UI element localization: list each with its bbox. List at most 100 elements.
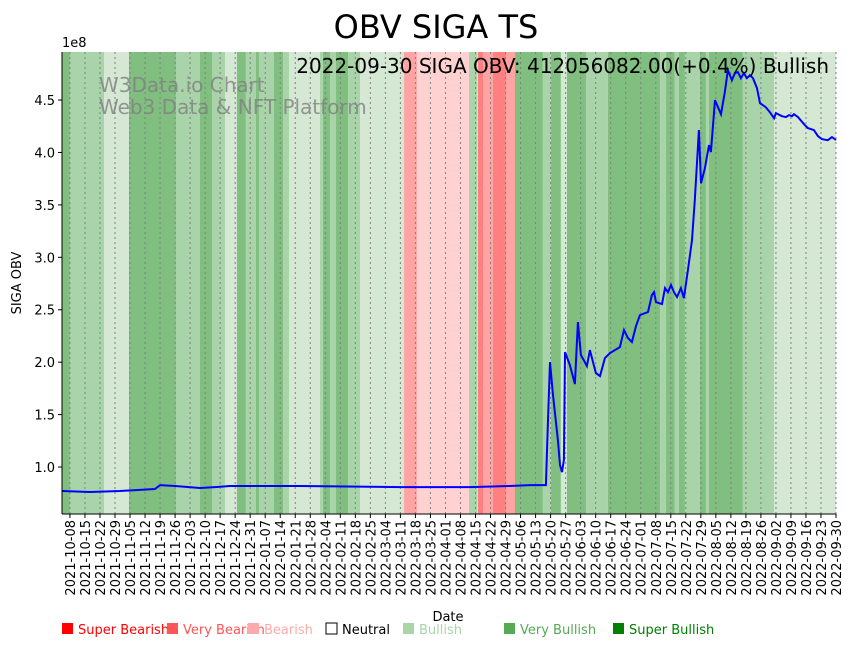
regime-band-very-bullish [705, 52, 709, 514]
y-ticks: 1.0 1.5 2.0 2.5 3.0 3.5 4.0 4.5 [34, 94, 62, 476]
y-tick-label: 4.5 [34, 94, 55, 109]
x-tick-label: 2022-05-13 [530, 520, 545, 596]
regime-band-very-bullish [742, 52, 774, 514]
x-tick-label: 2022-06-17 [605, 520, 620, 596]
regime-band-super-bullish [607, 52, 661, 514]
regime-band-super-bullish [708, 52, 743, 514]
regime-band-very-bullish [319, 52, 323, 514]
regime-band-very-bullish [660, 52, 667, 514]
y-tick-label: 2.5 [34, 304, 55, 319]
regime-band-bearish [416, 52, 470, 514]
x-tick-label: 2022-09-02 [770, 520, 785, 596]
x-tick-label: 2022-05-06 [515, 520, 530, 596]
x-tick-label: 2022-06-03 [575, 520, 590, 596]
y-tick-label: 3.5 [34, 199, 55, 214]
legend-item-very-bullish: Very Bullish [504, 623, 596, 638]
legend-swatch-icon [248, 623, 259, 634]
legend-item-bearish: Bearish [248, 623, 313, 638]
x-tick-label: 2021-12-10 [199, 520, 214, 596]
legend-item-very-bearish: Very Bearish [167, 623, 265, 638]
x-tick-label: 2022-03-25 [424, 520, 439, 596]
x-tick-label: 2021-12-17 [214, 520, 229, 596]
legend-swatch-icon [167, 623, 178, 634]
x-tick-label: 2022-07-01 [635, 520, 650, 596]
regime-band-super-bearish [492, 52, 506, 514]
x-tick-label: 2022-05-27 [560, 520, 575, 596]
x-tick-label: 2022-03-04 [379, 520, 394, 596]
regime-band-bullish [773, 52, 836, 514]
y-tick-label: 2.0 [34, 356, 55, 371]
regime-band-very-bullish [542, 52, 552, 514]
x-tick-label: 2021-12-03 [184, 520, 199, 596]
legend-label: Very Bearish [183, 623, 265, 638]
legend-item-neutral: Neutral [325, 622, 390, 638]
legend-item-bullish: Bullish [403, 623, 462, 638]
x-tick-label: 2022-08-05 [710, 520, 725, 596]
regime-band-very-bullish [175, 52, 200, 514]
regime-band-very-bullish [684, 52, 700, 514]
regime-band-super-bullish [678, 52, 685, 514]
x-tick-label: 2022-04-08 [454, 520, 469, 596]
regime-band-super-bullish [274, 52, 284, 514]
x-tick-label: 2022-07-08 [650, 520, 665, 596]
regime-band-very-bullish [674, 52, 679, 514]
x-tick-label: 2022-04-22 [485, 520, 500, 596]
x-tick-label: 2022-09-23 [815, 520, 830, 596]
legend-swatch-icon [504, 623, 515, 634]
watermark-line-1: W3Data.io Chart [99, 73, 265, 97]
regime-band-bullish [225, 52, 237, 514]
x-tick-label: 2022-04-15 [470, 520, 485, 596]
regime-band-super-bullish [128, 52, 176, 514]
regime-band-very-bullish [330, 52, 337, 514]
regime-band-bullish [560, 52, 567, 514]
x-tick-label: 2022-01-14 [274, 520, 289, 596]
y-tick-label: 3.0 [34, 251, 55, 266]
regime-band-very-bullish [258, 52, 275, 514]
x-tick-label: 2022-01-28 [304, 520, 319, 596]
x-tick-label: 2022-02-25 [364, 520, 379, 596]
x-tick-label: 2021-10-08 [64, 520, 79, 596]
x-ticks: 2021-10-08 2021-10-15 2021-10-22 2021-10-29… [64, 514, 845, 596]
regime-band-super-bullish [551, 52, 561, 514]
legend-label: Bearish [264, 623, 313, 638]
x-tick-label: 2022-02-11 [334, 520, 349, 596]
regime-band-super-bullish [322, 52, 331, 514]
x-tick-label: 2022-09-16 [800, 520, 815, 596]
x-tick-label: 2021-11-19 [154, 520, 169, 596]
y-tick-label: 4.0 [34, 146, 55, 161]
regime-band-super-bullish [236, 52, 246, 514]
x-gridlines [69, 52, 837, 514]
x-tick-label: 2021-11-12 [139, 520, 154, 596]
legend-label: Neutral [342, 623, 390, 638]
legend-label: Super Bearish [78, 623, 169, 638]
legend-swatch-icon [613, 623, 624, 634]
regime-band-super-bullish [199, 52, 212, 514]
regime-band-very-bullish [469, 52, 478, 514]
regime-band-super-bearish [477, 52, 484, 514]
x-tick-label: 2021-10-22 [94, 520, 109, 596]
regime-band-very-bullish [211, 52, 226, 514]
y-tick-label: 1.5 [34, 409, 55, 424]
regime-band-very-bullish [69, 52, 105, 514]
regime-band-bullish [360, 52, 405, 514]
regime-band-bullish [104, 52, 129, 514]
regime-band-super-bullish [336, 52, 349, 514]
x-tick-label: 2022-09-30 [830, 520, 845, 596]
x-tick-label: 2022-08-19 [740, 520, 755, 596]
regime-band-very-bearish [483, 52, 493, 514]
chart-title: OBV SIGA TS [334, 8, 539, 46]
regime-band-very-bullish [348, 52, 361, 514]
x-tick-label: 2022-07-15 [665, 520, 680, 596]
legend: Super Bearish Very Bearish Bearish Neutral B… [62, 622, 714, 638]
x-tick-label: 2021-11-26 [169, 520, 184, 596]
legend-item-super-bullish: Super Bullish [613, 623, 714, 638]
regime-band-super-bullish [566, 52, 587, 514]
legend-label: Super Bullish [629, 623, 714, 638]
x-tick-label: 2022-05-20 [545, 520, 560, 596]
regime-band-very-bearish [505, 52, 515, 514]
x-axis-label: Date [432, 610, 463, 625]
x-tick-label: 2022-06-10 [590, 520, 605, 596]
x-tick-label: 2021-12-24 [229, 520, 244, 596]
x-tick-label: 2021-12-31 [244, 520, 259, 596]
obv-line [61, 66, 837, 494]
